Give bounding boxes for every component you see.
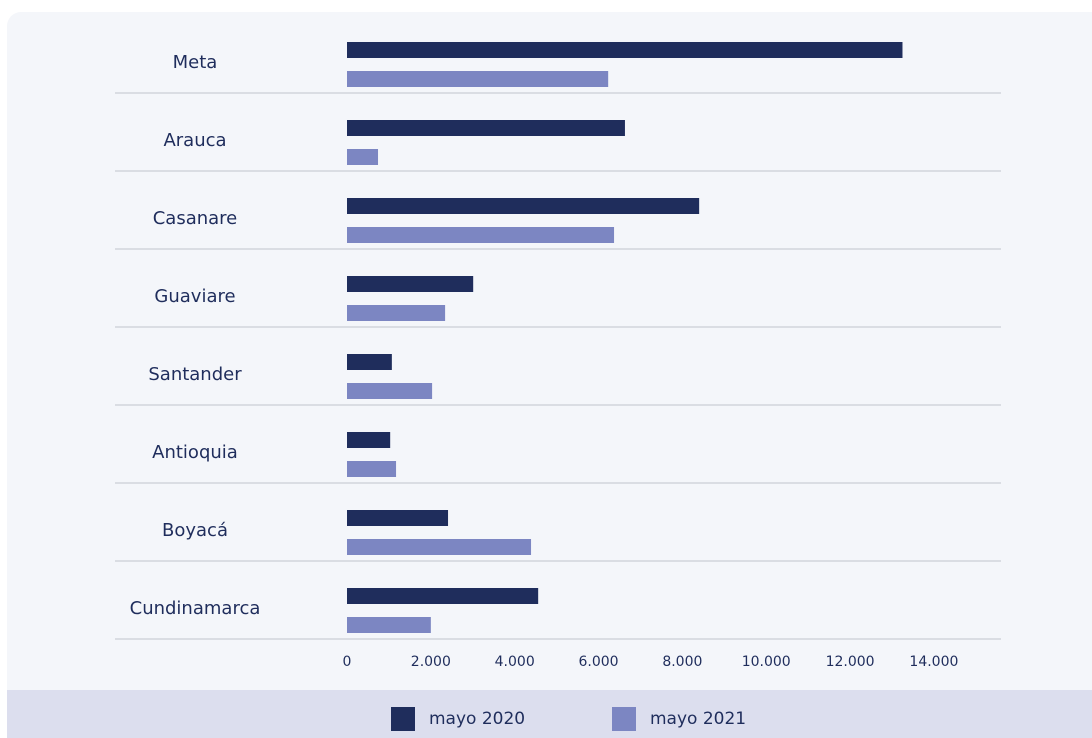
bar xyxy=(347,539,532,555)
bar xyxy=(347,227,615,243)
card xyxy=(7,12,1092,738)
bar xyxy=(347,149,379,165)
x-tick-label: 14.000 xyxy=(909,654,958,670)
category-label: Santander xyxy=(148,364,242,385)
bar xyxy=(347,276,474,292)
bar xyxy=(347,354,392,370)
x-tick-label: 0 xyxy=(343,654,352,670)
bar xyxy=(347,305,446,321)
x-tick-label: 6.000 xyxy=(578,654,618,670)
bar xyxy=(347,461,397,477)
category-label: Guaviare xyxy=(154,286,235,307)
legend-band xyxy=(7,690,1092,738)
x-tick-label: 2.000 xyxy=(411,654,451,670)
x-tick-label: 12.000 xyxy=(826,654,875,670)
bar xyxy=(347,383,433,399)
bar xyxy=(347,42,903,58)
category-label: Cundinamarca xyxy=(130,598,261,619)
bar xyxy=(347,510,449,526)
legend-label: mayo 2020 xyxy=(429,709,525,729)
legend-label: mayo 2021 xyxy=(650,709,746,729)
bar xyxy=(347,617,431,633)
legend-swatch xyxy=(612,707,636,731)
category-label: Boyacá xyxy=(162,520,228,541)
bar xyxy=(347,588,539,604)
category-label: Antioquia xyxy=(152,442,238,463)
bar xyxy=(347,120,625,136)
x-tick-label: 10.000 xyxy=(742,654,791,670)
x-tick-label: 8.000 xyxy=(662,654,702,670)
category-label: Casanare xyxy=(153,208,238,229)
category-label: Meta xyxy=(173,52,218,73)
x-tick-label: 4.000 xyxy=(495,654,535,670)
bar xyxy=(347,198,700,214)
bar xyxy=(347,432,391,448)
category-label: Arauca xyxy=(163,130,226,151)
legend-swatch xyxy=(391,707,415,731)
bar xyxy=(347,71,609,87)
